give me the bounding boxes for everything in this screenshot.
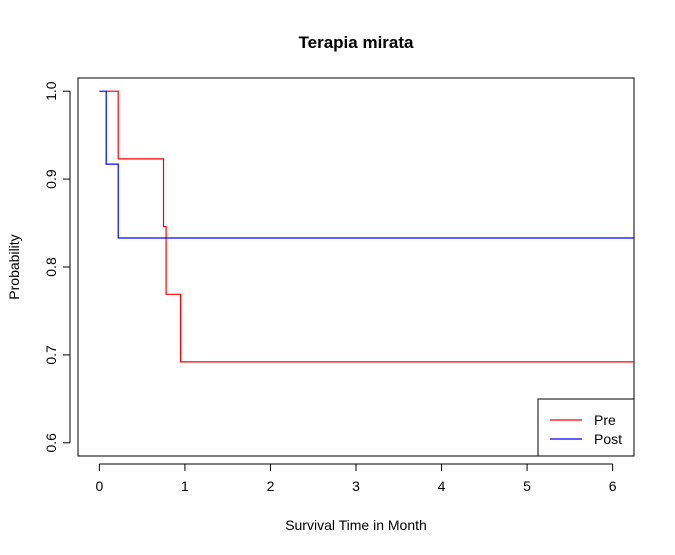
x-tick-label: 2 <box>267 478 275 494</box>
legend-label-pre: Pre <box>594 412 616 428</box>
y-tick-label: 0.9 <box>43 169 59 189</box>
legend-items: Pre Post <box>550 412 622 447</box>
y-tick-label: 1.0 <box>43 81 59 101</box>
y-axis-label: Probability <box>6 234 22 299</box>
y-axis: 0.6 0.7 0.8 0.9 1.0 <box>43 81 71 453</box>
legend-label-post: Post <box>594 431 622 447</box>
plot-area <box>77 77 635 457</box>
x-tick-label: 5 <box>523 478 531 494</box>
x-axis-label: Survival Time in Month <box>285 517 427 533</box>
series-post-line <box>99 90 634 239</box>
chart-title: Terapia mirata <box>299 33 415 52</box>
y-tick-label: 0.6 <box>43 433 59 453</box>
legend: Pre Post <box>537 398 635 457</box>
y-tick-label: 0.8 <box>43 257 59 277</box>
legend-box <box>537 398 635 457</box>
x-tick-label: 3 <box>352 478 360 494</box>
x-tick-label: 1 <box>181 478 189 494</box>
x-tick-label: 0 <box>95 478 103 494</box>
series-pre-line <box>106 90 634 363</box>
x-tick-label: 6 <box>609 478 617 494</box>
y-tick-label: 0.7 <box>43 345 59 365</box>
series-layer <box>99 90 634 363</box>
x-tick-label: 4 <box>438 478 446 494</box>
x-axis: 0 1 2 3 4 5 6 <box>95 463 617 494</box>
